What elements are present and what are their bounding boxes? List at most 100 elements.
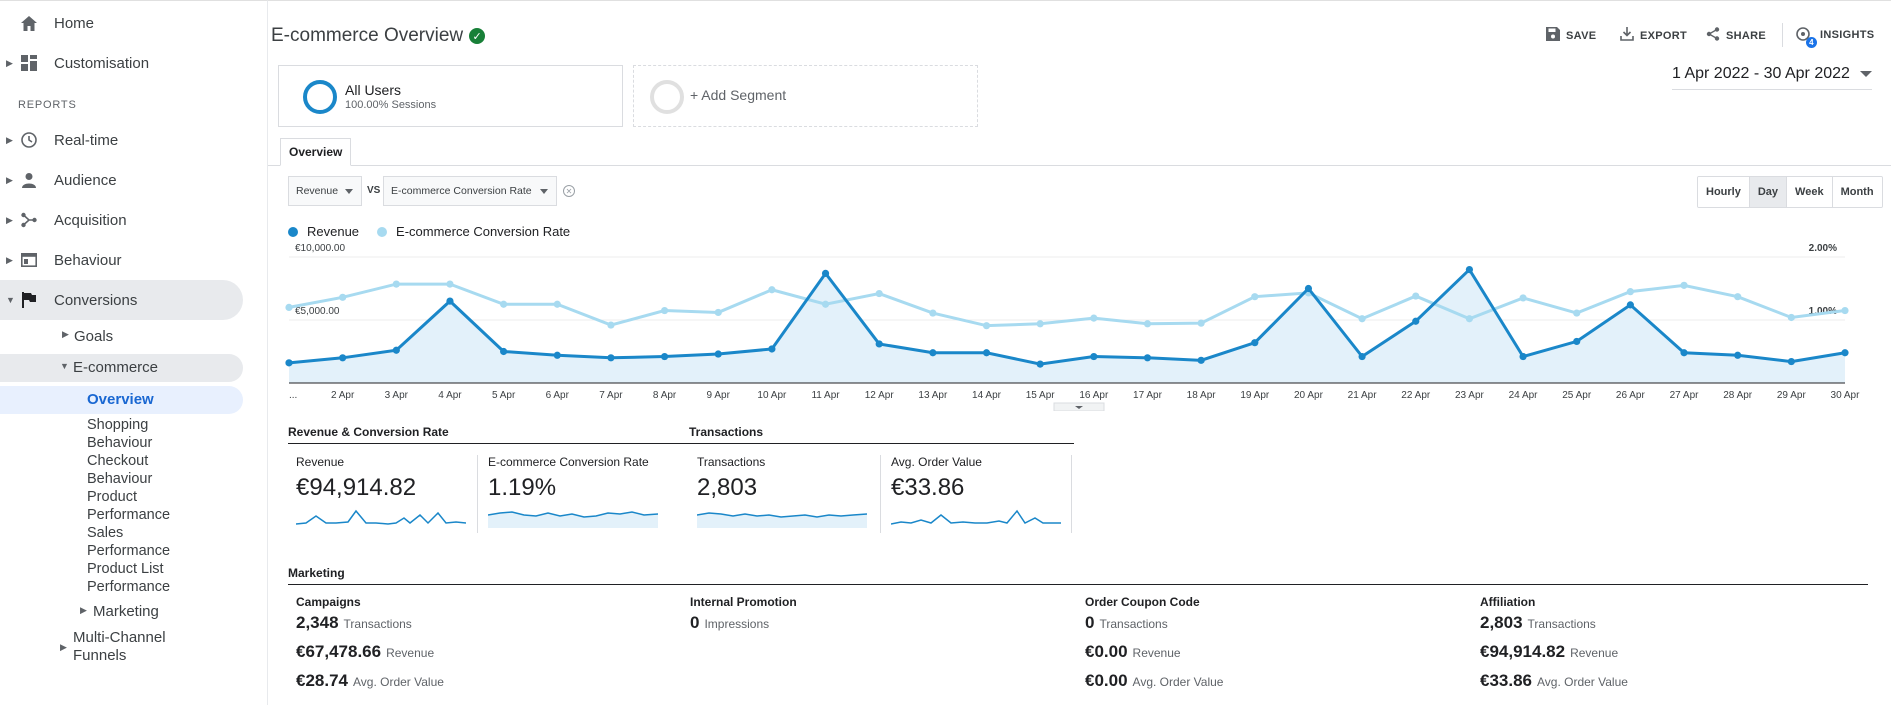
data-point-revenue — [929, 349, 937, 357]
data-point-revenue — [1090, 352, 1098, 361]
save-button[interactable]: SAVE — [1546, 27, 1596, 44]
chevron-down-icon — [1075, 406, 1083, 409]
data-point-revenue — [392, 346, 400, 354]
data-point-conversion — [285, 303, 293, 311]
sidebar-item-customisation[interactable]: ▶ Customisation — [0, 43, 243, 83]
insights-icon: 4 — [1796, 27, 1817, 48]
scorecard-divider — [477, 455, 478, 533]
sidebar-item-sales-performance[interactable]: Sales Performance — [87, 525, 171, 559]
data-point-conversion — [1412, 292, 1420, 300]
series-line-revenue — [288, 267, 1846, 366]
clock-icon — [20, 131, 38, 149]
reports-header: REPORTS — [18, 99, 77, 111]
chart-legend: Revenue E-commerce Conversion Rate — [288, 224, 570, 239]
metric-row: €67,478.66 Revenue — [296, 642, 435, 661]
scorecard-divider — [1071, 455, 1072, 533]
data-point-conversion — [607, 321, 615, 329]
clear-metric-icon[interactable]: ✕ — [563, 185, 575, 197]
sidebar-item-overview[interactable]: Overview — [0, 386, 243, 414]
chevron-right-icon: ▶ — [6, 174, 13, 185]
data-point-revenue — [821, 269, 830, 277]
scorecard-label: Revenue — [296, 455, 345, 469]
segment-ring-icon — [303, 80, 337, 114]
scorecard-value: €33.86 — [891, 474, 965, 501]
data-point-conversion — [446, 280, 454, 288]
scorecard-revenue[interactable]: Revenue €94,914.82 — [288, 447, 468, 533]
data-point-revenue — [982, 349, 991, 357]
tab-divider — [268, 165, 1891, 166]
sidebar-item-marketing[interactable]: ▶ Marketing — [0, 598, 243, 626]
marketing-affiliation[interactable]: Affiliation 2,803 Transactions €94,914.82… — [1480, 595, 1628, 700]
data-point-revenue — [1036, 360, 1044, 368]
x-tick-label: 4 Apr — [438, 390, 462, 401]
sidebar: Home ▶ Customisation REPORTS ▶ Real-time… — [0, 0, 268, 705]
legend-swatch-conversion — [377, 226, 388, 237]
granularity-hourly[interactable]: Hourly — [1698, 177, 1750, 207]
marketing-campaigns[interactable]: Campaigns 2,348 Transactions €67,478.66 Re… — [296, 595, 444, 700]
scorecard-avg-order-value[interactable]: Avg. Order Value €33.86 — [883, 447, 1068, 533]
granularity-day[interactable]: Day — [1749, 177, 1788, 207]
data-point-conversion — [982, 322, 991, 330]
data-point-conversion — [553, 300, 561, 308]
sidebar-item-multichannel[interactable]: ▶ Multi-Channel Funnels — [60, 629, 166, 664]
x-tick-label: 8 Apr — [653, 390, 677, 401]
x-tick-label: 2 Apr — [331, 390, 355, 401]
x-tick-label: 24 Apr — [1509, 390, 1539, 401]
share-button[interactable]: SHARE — [1706, 27, 1766, 44]
scorecard-conversion-rate[interactable]: E-commerce Conversion Rate 1.19% — [480, 447, 680, 533]
segment-all-users[interactable]: All Users 100.00% Sessions — [278, 65, 623, 127]
insights-button[interactable]: 4 INSIGHTS — [1796, 27, 1874, 48]
scorecard-transactions[interactable]: Transactions 2,803 — [689, 447, 869, 533]
y-tick-label-right: 1.00% — [1809, 306, 1837, 317]
granularity-week[interactable]: Week — [1787, 177, 1833, 207]
sidebar-item-label: E-commerce — [73, 359, 159, 376]
sidebar-item-product-performance[interactable]: Product Performance — [87, 489, 171, 523]
marketing-internal-promotion[interactable]: Internal Promotion 0 Impressions — [690, 595, 797, 642]
share-icon — [1706, 27, 1720, 44]
segment-sessions: 100.00% Sessions — [345, 99, 437, 111]
data-point-conversion — [929, 309, 937, 317]
data-point-revenue — [1304, 284, 1313, 293]
tab-overview[interactable]: Overview — [280, 138, 352, 166]
sidebar-item-ecommerce[interactable]: ▼ E-commerce — [0, 354, 243, 382]
data-point-revenue — [714, 350, 722, 358]
sidebar-item-home[interactable]: Home — [0, 3, 243, 43]
sidebar-item-label: Acquisition — [54, 211, 127, 229]
sidebar-item-behaviour[interactable]: ▶ Behaviour — [0, 240, 243, 280]
sidebar-item-shopping-behaviour[interactable]: Shopping Behaviour — [87, 417, 153, 451]
scorecard-label: Transactions — [697, 455, 766, 469]
chevron-right-icon: ▶ — [6, 57, 13, 68]
data-point-revenue — [1573, 337, 1581, 346]
sidebar-item-label: Conversions — [54, 291, 138, 309]
data-point-conversion — [1573, 309, 1581, 317]
sidebar-item-conversions[interactable]: ▼ Conversions — [0, 280, 243, 320]
data-point-revenue — [660, 352, 669, 361]
metric-selector-primary[interactable]: Revenue — [288, 176, 362, 206]
marketing-order-coupon-code[interactable]: Order Coupon Code 0 Transactions €0.00 Rev… — [1085, 595, 1223, 700]
granularity-month[interactable]: Month — [1832, 177, 1882, 207]
person-icon — [20, 171, 38, 189]
flag-icon — [20, 291, 38, 309]
date-range-picker[interactable]: 1 Apr 2022 - 30 Apr 2022 — [1672, 65, 1872, 90]
data-point-revenue — [1251, 339, 1259, 347]
data-point-conversion — [1680, 281, 1688, 289]
legend-label-revenue: Revenue — [307, 224, 360, 239]
sidebar-item-product-list-performance[interactable]: Product List Performance — [87, 561, 171, 595]
data-point-revenue — [1734, 351, 1742, 359]
sidebar-item-acquisition[interactable]: ▶ Acquisition — [0, 200, 243, 240]
x-tick-label: 25 Apr — [1562, 390, 1592, 401]
chevron-down-icon: ▼ — [60, 361, 69, 371]
sidebar-item-goals[interactable]: ▶ Goals — [0, 323, 243, 351]
sidebar-item-audience[interactable]: ▶ Audience — [0, 160, 243, 200]
add-segment-button[interactable]: + Add Segment — [633, 65, 978, 127]
granularity-toggle: Hourly Day Week Month — [1697, 176, 1883, 208]
data-point-conversion — [875, 289, 883, 298]
data-point-revenue — [1465, 266, 1474, 274]
sidebar-item-realtime[interactable]: ▶ Real-time — [0, 120, 243, 160]
sidebar-item-label: Real-time — [54, 131, 119, 149]
sidebar-item-checkout-behaviour[interactable]: Checkout Behaviour — [87, 453, 153, 487]
export-button[interactable]: EXPORT — [1620, 27, 1687, 44]
sidebar-item-label: Home — [54, 14, 95, 32]
metric-selector-secondary[interactable]: E-commerce Conversion Rate — [383, 176, 557, 206]
data-point-conversion — [1519, 294, 1527, 302]
